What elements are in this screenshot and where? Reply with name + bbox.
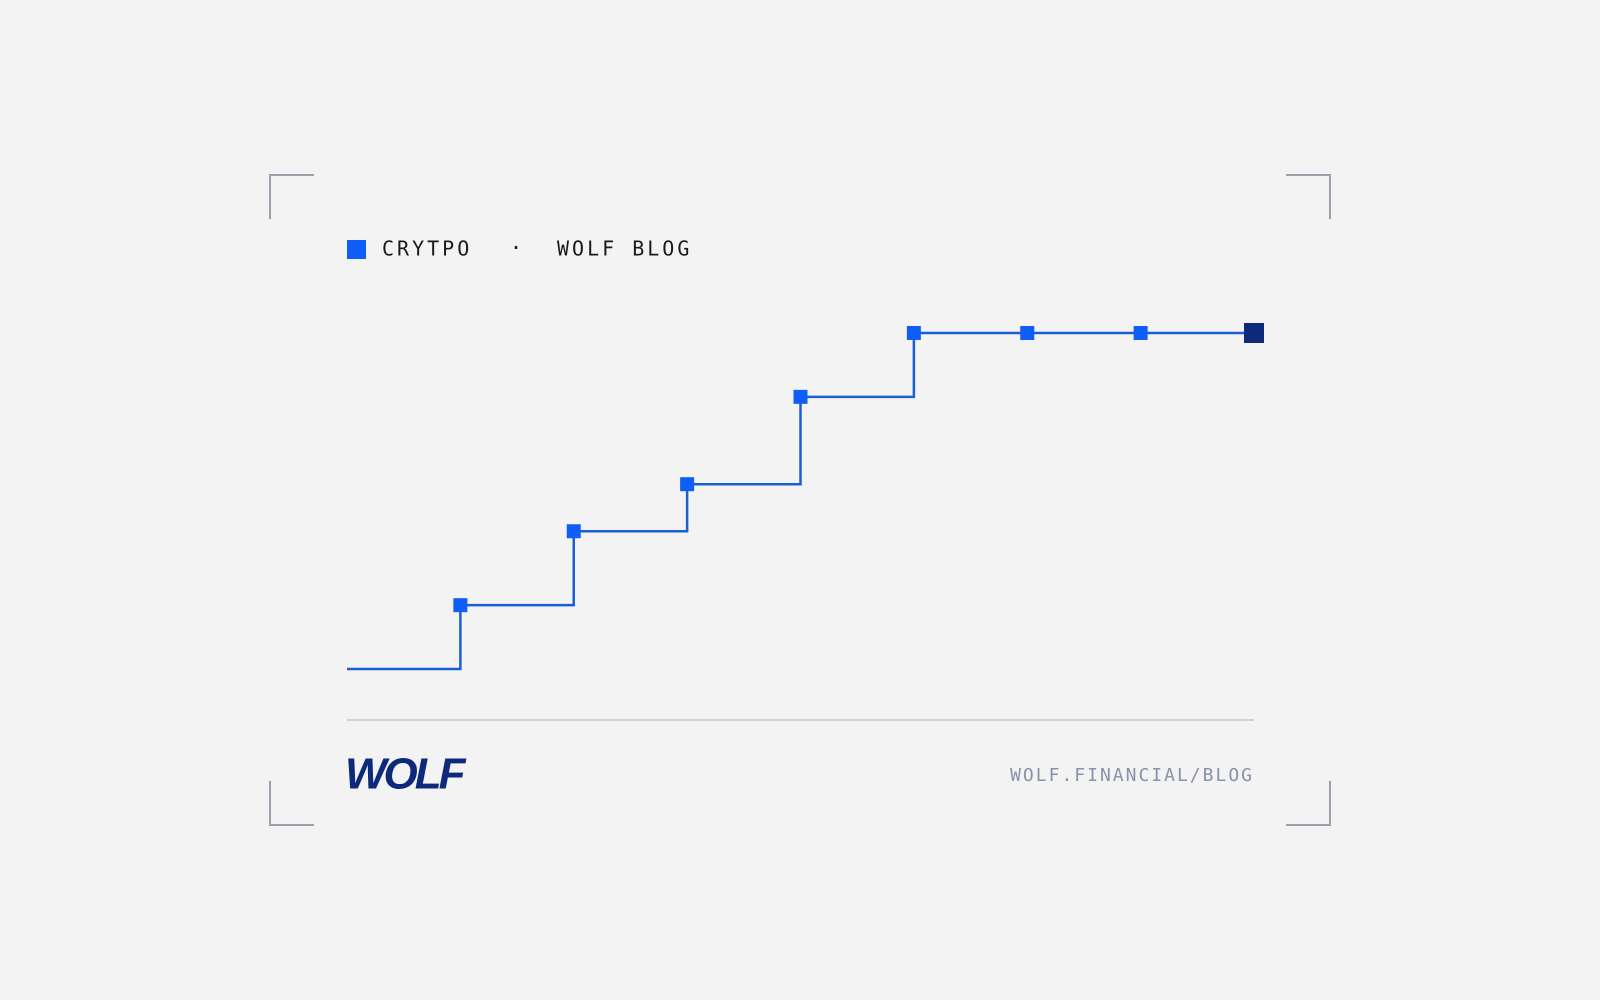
marker (566, 524, 581, 539)
source: WOLF BLOG (557, 237, 692, 261)
marker (1020, 326, 1035, 340)
corner (269, 781, 314, 826)
marker (906, 326, 921, 340)
separator: · (510, 236, 522, 260)
corner (269, 174, 314, 219)
tag: CRYTPO (382, 237, 472, 261)
last-marker (1244, 323, 1264, 343)
marker (680, 477, 695, 492)
tag-square (347, 240, 366, 259)
corner-brackets (269, 174, 1331, 826)
marker (793, 389, 808, 404)
marker (1133, 326, 1148, 340)
logo: WOLF (345, 750, 467, 799)
url: WOLF.FINANCIAL/BLOG (1010, 765, 1254, 786)
step-line (347, 331, 1254, 671)
marker (453, 598, 468, 613)
corner (1286, 174, 1331, 219)
corner (1286, 781, 1331, 826)
